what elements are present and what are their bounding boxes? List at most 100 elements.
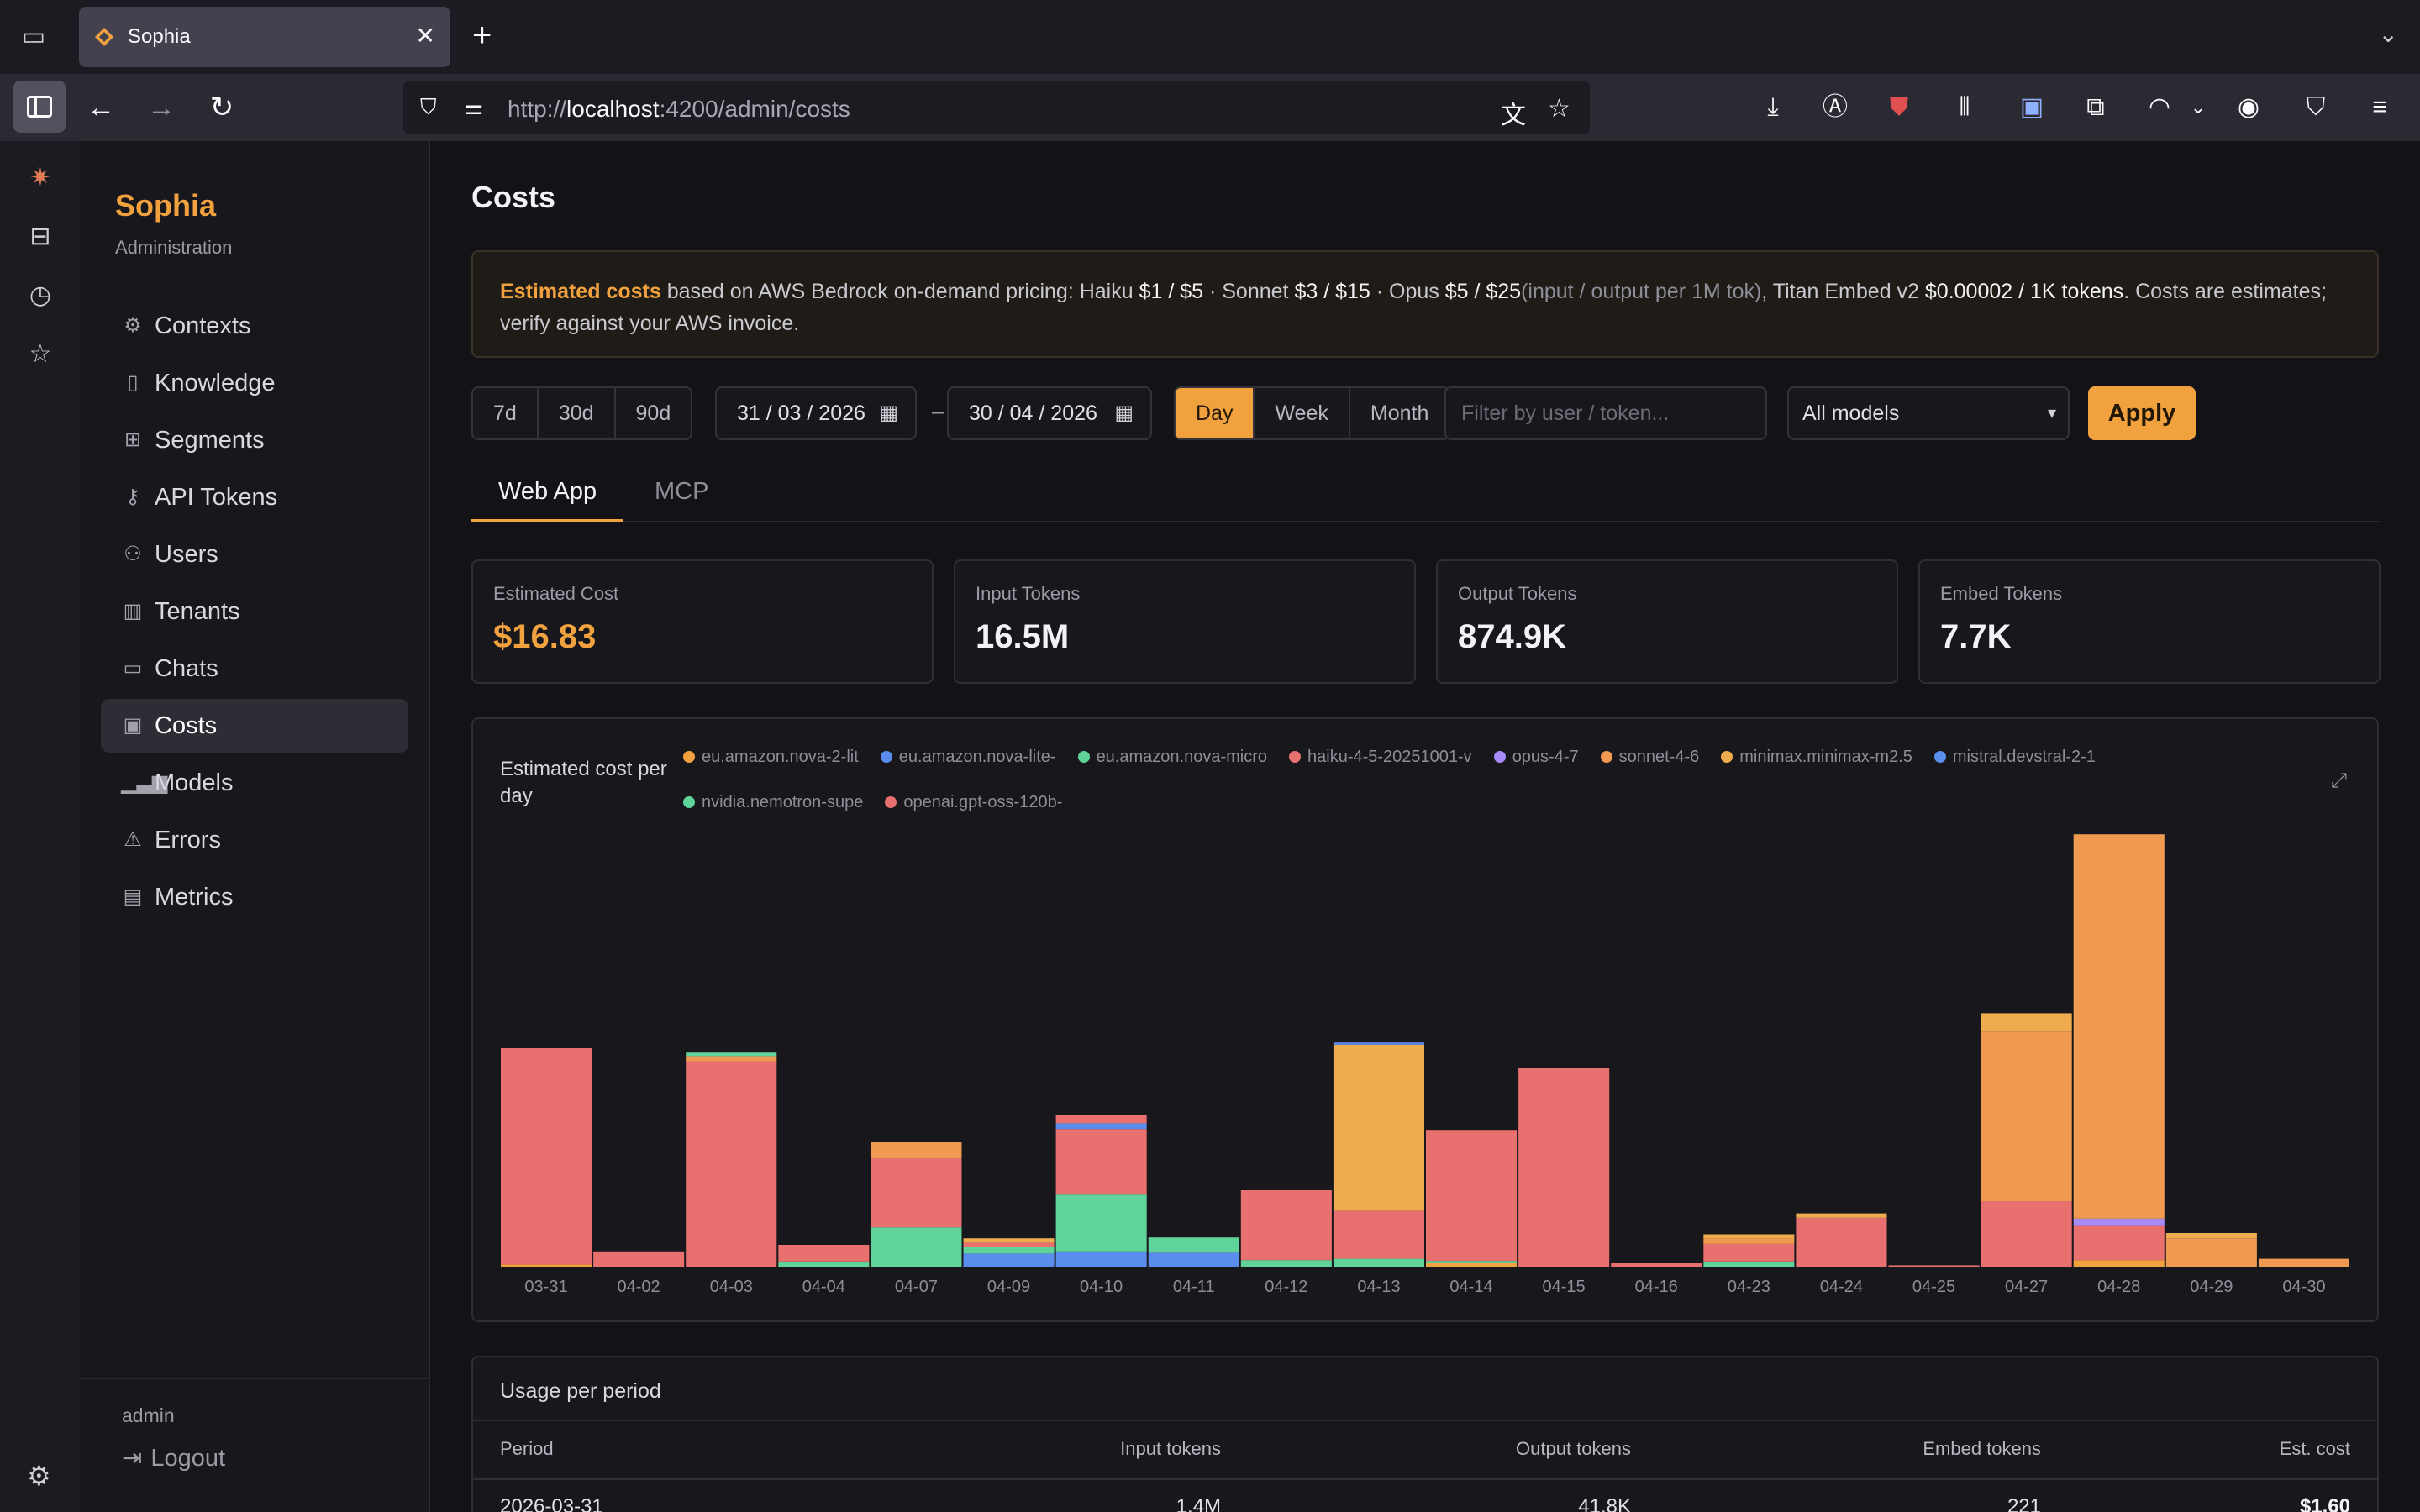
bar-segment-04-13-6[interactable] [1333,1044,1424,1211]
bar-segment-04-24-6[interactable] [1796,1213,1887,1218]
extensions-puzzle-icon[interactable]: ⧉ [2086,93,2105,121]
sidebar-item-api-tokens[interactable]: ⚷ API Tokens [101,470,408,524]
bar-segment-04-13-3[interactable] [1333,1210,1424,1259]
granularity-month-button[interactable]: Month [1370,402,1429,425]
legend-item[interactable]: mistral.devstral-2-1 [1933,748,2096,793]
legend-item[interactable]: haiku-4-5-20251001-v [1289,748,1472,793]
legend-item[interactable]: openai.gpt-oss-120b- [885,793,1062,838]
headphones-icon[interactable]: ◠ [2148,93,2171,121]
bar-segment-04-14-3[interactable] [1426,1130,1518,1262]
range-90d-button[interactable]: 90d [635,402,671,425]
forward-arrow-icon[interactable]: → [147,92,176,123]
bar-segment-04-03-3[interactable] [686,1061,777,1267]
bar-segment-03-31-3[interactable] [501,1048,592,1265]
bar-segment-04-27-3[interactable] [1981,1201,2072,1267]
bar-segment-04-09-6[interactable] [963,1238,1055,1243]
bar-segment-04-07-2[interactable] [871,1227,962,1267]
column-header-est-cost[interactable]: Est. cost [2279,1438,2350,1459]
bar-segment-04-16-3[interactable] [1611,1263,1702,1267]
extension-a-icon[interactable]: Ⓐ [1823,93,1848,121]
bar-segment-04-07-5[interactable] [871,1142,962,1158]
bar-segment-04-28-5[interactable] [2073,834,2165,1219]
translate-extension-icon[interactable]: ▣ [2019,93,2044,121]
range-7d-button[interactable]: 7d [473,388,539,438]
bar-segment-04-15-3[interactable] [1518,1068,1610,1267]
calendar-icon[interactable]: ▦ [1114,402,1134,424]
bar-segment-04-27-6[interactable] [1981,1013,2072,1032]
reader-icon[interactable]: ⊟ [29,223,51,250]
user-token-filter-input[interactable] [1444,386,1767,440]
shield-extension-icon[interactable]: ⛉ [2306,93,2326,121]
bar-segment-04-04-2[interactable] [778,1261,870,1267]
bookmark-star-icon[interactable]: ☆ [1548,95,1570,123]
browser-tab[interactable]: Sophia ✕ [79,7,450,67]
bar-segment-04-24-3[interactable] [1796,1217,1887,1267]
sidebar-item-costs[interactable]: ▣ Costs [101,699,408,753]
sidebar-item-segments[interactable]: ⊞ Segments [101,413,408,467]
settings-gear-icon[interactable]: ⚙ [27,1461,51,1491]
bar-segment-04-25-3[interactable] [1888,1265,1980,1267]
legend-item[interactable]: minimax.minimax-m2.5 [1721,748,1912,793]
sidebar-item-metrics[interactable]: ▤ Metrics [101,870,408,924]
bar-segment-04-10-2[interactable] [1055,1194,1147,1252]
shield-icon[interactable]: ⛉ [420,94,437,119]
bar-segment-04-10-1[interactable] [1055,1251,1147,1267]
permissions-icon[interactable]: ⚌ [464,94,484,119]
sparkle-icon[interactable]: ✷ [29,164,51,192]
bar-segment-04-12-3[interactable] [1240,1190,1332,1261]
column-header-period[interactable]: Period [500,1438,554,1459]
bar-segment-04-23-2[interactable] [1703,1261,1795,1267]
download-icon[interactable]: ⤓ [1767,93,1779,121]
tab-web-app[interactable]: Web App [471,474,624,522]
apply-button[interactable]: Apply [2088,386,2196,440]
close-tab-icon[interactable]: ✕ [415,23,435,49]
reload-icon[interactable]: ↻ [209,92,234,123]
ublock-icon[interactable]: ⛊ [1889,93,1909,121]
legend-item[interactable]: eu.amazon.nova-lite- [880,748,1056,793]
sidebar-item-contexts[interactable]: ⚙ Contexts [101,299,408,353]
bar-segment-04-28-3[interactable] [2073,1225,2165,1261]
history-clock-icon[interactable]: ◷ [29,281,52,309]
bar-segment-04-03-8[interactable] [686,1052,777,1057]
model-select[interactable]: All models ▾ [1787,386,2070,440]
legend-item[interactable]: opus-4-7 [1493,748,1579,793]
bar-segment-04-12-2[interactable] [1240,1260,1332,1267]
date-to-input[interactable]: 30 / 04 / 2026 ▦ [947,386,1152,440]
bar-segment-04-13-7[interactable] [1333,1042,1424,1045]
granularity-day-button[interactable]: Day [1176,388,1255,438]
bar-segment-04-23-6[interactable] [1703,1234,1795,1239]
date-from-input[interactable]: 31 / 03 / 2026 ▦ [715,386,917,440]
account-avatar-icon[interactable]: ◉ [2237,93,2260,121]
bar-segment-04-04-3[interactable] [778,1245,870,1262]
menu-icon[interactable]: ≡ [2372,93,2387,121]
legend-item[interactable]: nvidia.nemotron-supe [683,793,863,838]
bar-segment-04-13-2[interactable] [1333,1258,1424,1267]
sidebar-item-users[interactable]: ⚇ Users [101,528,408,581]
bar-segment-04-28-0[interactable] [2073,1260,2165,1267]
sidebar-item-tenants[interactable]: ▥ Tenants [101,585,408,638]
bar-segment-04-23-3[interactable] [1703,1244,1795,1262]
bar-segment-04-29-5[interactable] [2165,1238,2257,1267]
sidebar-item-knowledge[interactable]: ▯ Knowledge [101,356,408,410]
new-tab-icon[interactable]: + [472,17,492,54]
range-30d-button[interactable]: 30d [539,388,616,438]
bar-segment-04-09-2[interactable] [963,1247,1055,1254]
bar-segment-04-09-3[interactable] [963,1242,1055,1247]
bar-segment-04-02-3[interactable] [593,1251,685,1267]
bar-segment-04-29-6[interactable] [2165,1233,2257,1239]
bar-segment-04-07-3[interactable] [871,1158,962,1228]
sidebar-item-chats[interactable]: ▭ Chats [101,642,408,696]
bar-segment-04-11-2[interactable] [1148,1237,1239,1253]
legend-item[interactable]: eu.amazon.nova-2-lit [683,748,859,793]
translate-icon[interactable]: 文 [1501,102,1526,129]
back-arrow-icon[interactable]: ← [87,92,115,123]
chevron-down-icon[interactable]: ⌄ [2190,97,2207,118]
column-header-embed-tokens[interactable]: Embed tokens [1923,1438,2041,1459]
expand-icon[interactable]: ⤢ [2330,769,2347,792]
bar-segment-04-09-1[interactable] [963,1253,1055,1267]
tab-mcp[interactable]: MCP [655,478,709,505]
bar-segment-04-14-0[interactable] [1426,1263,1518,1267]
bar-segment-03-31-0[interactable] [501,1264,592,1267]
library-icon[interactable]: ⦀ [1959,93,1970,121]
column-header-output-tokens[interactable]: Output tokens [1516,1438,1631,1459]
